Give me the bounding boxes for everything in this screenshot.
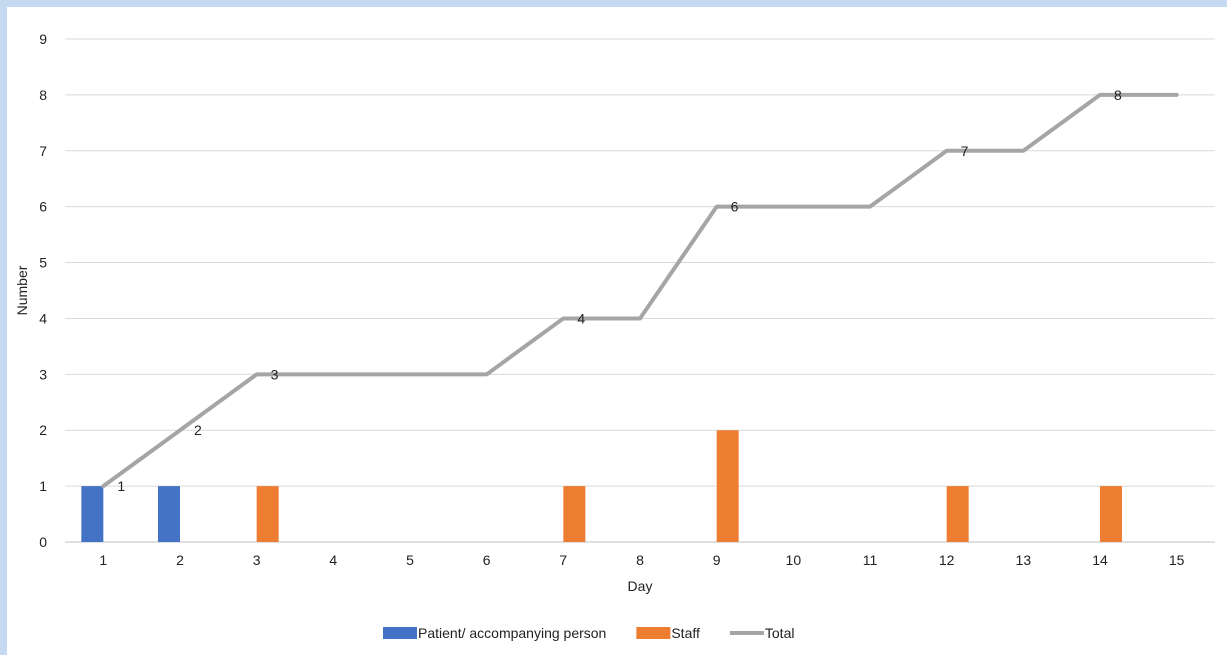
x-tick-label: 7 [559, 552, 567, 568]
bar-staff [716, 430, 739, 542]
x-tick-label: 13 [1016, 552, 1032, 568]
x-tick-label: 1 [99, 552, 107, 568]
total-line [101, 92, 1179, 489]
data-label: 3 [271, 366, 279, 382]
data-label: 8 [1114, 87, 1122, 103]
y-tick-label: 7 [39, 143, 47, 159]
y-tick-label: 2 [39, 422, 47, 438]
legend-swatch [636, 627, 671, 639]
data-labels: 1 2 3 4 6 7 8 [117, 87, 1122, 494]
data-label: 2 [194, 422, 202, 438]
x-tick-label: 5 [406, 552, 414, 568]
legend-label: Staff [671, 625, 700, 641]
x-axis-title: Day [628, 578, 653, 594]
y-tick-label: 8 [39, 87, 47, 103]
y-tick-label: 4 [39, 310, 47, 326]
legend-label: Patient/ accompanying person [418, 625, 606, 641]
bar-staff [1100, 486, 1122, 542]
data-label: 4 [577, 310, 585, 326]
x-tick-labels: 1 2 3 4 5 6 7 8 9 10 11 12 13 14 15 [99, 552, 1184, 568]
x-tick-label: 6 [483, 552, 491, 568]
x-tick-label: 2 [176, 552, 184, 568]
bar-staff [563, 486, 586, 542]
y-tick-label: 3 [39, 366, 47, 382]
legend-swatch [383, 627, 417, 639]
legend-label: Total [765, 625, 795, 641]
bars [81, 430, 1122, 542]
x-tick-label: 12 [939, 552, 955, 568]
x-tick-label: 4 [329, 552, 337, 568]
line-total [101, 92, 1179, 489]
x-tick-label: 11 [863, 552, 878, 568]
x-tick-label: 15 [1169, 552, 1185, 568]
y-tick-label: 6 [39, 199, 47, 215]
bar-patient [81, 486, 104, 542]
y-tick-label: 5 [39, 255, 47, 271]
gridlines [65, 38, 1215, 543]
y-tick-label: 0 [39, 534, 47, 550]
data-label: 7 [961, 143, 969, 159]
data-label: 1 [117, 478, 125, 494]
data-label: 6 [731, 199, 739, 215]
legend: Patient/ accompanying person Staff Total [383, 625, 794, 641]
y-tick-label: 9 [39, 31, 47, 47]
y-axis-title: Number [14, 265, 30, 315]
x-tick-label: 8 [636, 552, 644, 568]
x-tick-label: 10 [786, 552, 802, 568]
bar-staff [256, 486, 279, 542]
bar-staff [946, 486, 969, 542]
y-tick-labels: 0 1 2 3 4 5 6 7 8 9 [39, 31, 47, 550]
x-tick-label: 14 [1092, 552, 1108, 568]
x-tick-label: 9 [713, 552, 721, 568]
y-tick-label: 1 [39, 478, 47, 494]
bar-patient [158, 486, 180, 542]
x-tick-label: 3 [253, 552, 261, 568]
